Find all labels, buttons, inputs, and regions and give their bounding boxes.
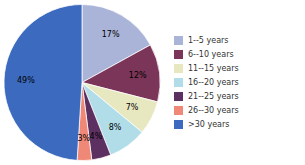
legend-item: 1--5 years <box>174 36 229 45</box>
legend-label: 21--25 years <box>188 92 239 101</box>
legend-swatch <box>174 120 183 129</box>
legend-swatch <box>174 64 183 73</box>
data-labels: 17% 12% 7% 8% 4%3% 49% <box>17 30 147 143</box>
data-label: 49% <box>17 76 35 85</box>
legend-label: 26--30 years <box>188 106 239 115</box>
legend-swatch <box>174 92 183 101</box>
legend: 1--5 years 6--10 years 11--15 years 16--20 … <box>174 36 239 129</box>
legend-swatch <box>174 78 183 87</box>
chart: 17% 12% 7% 8% 4%3% 49% 1--5 years 6--10 years 11… <box>0 0 305 165</box>
legend-item: 21--25 years <box>174 92 239 101</box>
legend-item: >30 years <box>174 120 229 129</box>
data-label: 3% <box>77 134 90 143</box>
legend-item: 11--15 years <box>174 64 239 73</box>
legend-item: 26--30 years <box>174 106 239 115</box>
legend-label: 1--5 years <box>188 36 229 45</box>
pie <box>4 5 160 161</box>
legend-item: 16--20 years <box>174 78 239 87</box>
legend-label: >30 years <box>188 120 229 129</box>
legend-swatch <box>174 36 183 45</box>
data-label: 7% <box>126 103 139 112</box>
data-label: 12% <box>129 71 147 80</box>
data-label: 4% <box>90 132 103 141</box>
legend-label: 11--15 years <box>188 64 239 73</box>
pie-slice <box>4 5 82 161</box>
data-label: 8% <box>109 123 122 132</box>
legend-swatch <box>174 50 183 59</box>
legend-label: 16--20 years <box>188 78 239 87</box>
legend-label: 6--10 years <box>188 50 234 59</box>
data-label: 17% <box>102 30 120 39</box>
legend-item: 6--10 years <box>174 50 234 59</box>
legend-swatch <box>174 106 183 115</box>
